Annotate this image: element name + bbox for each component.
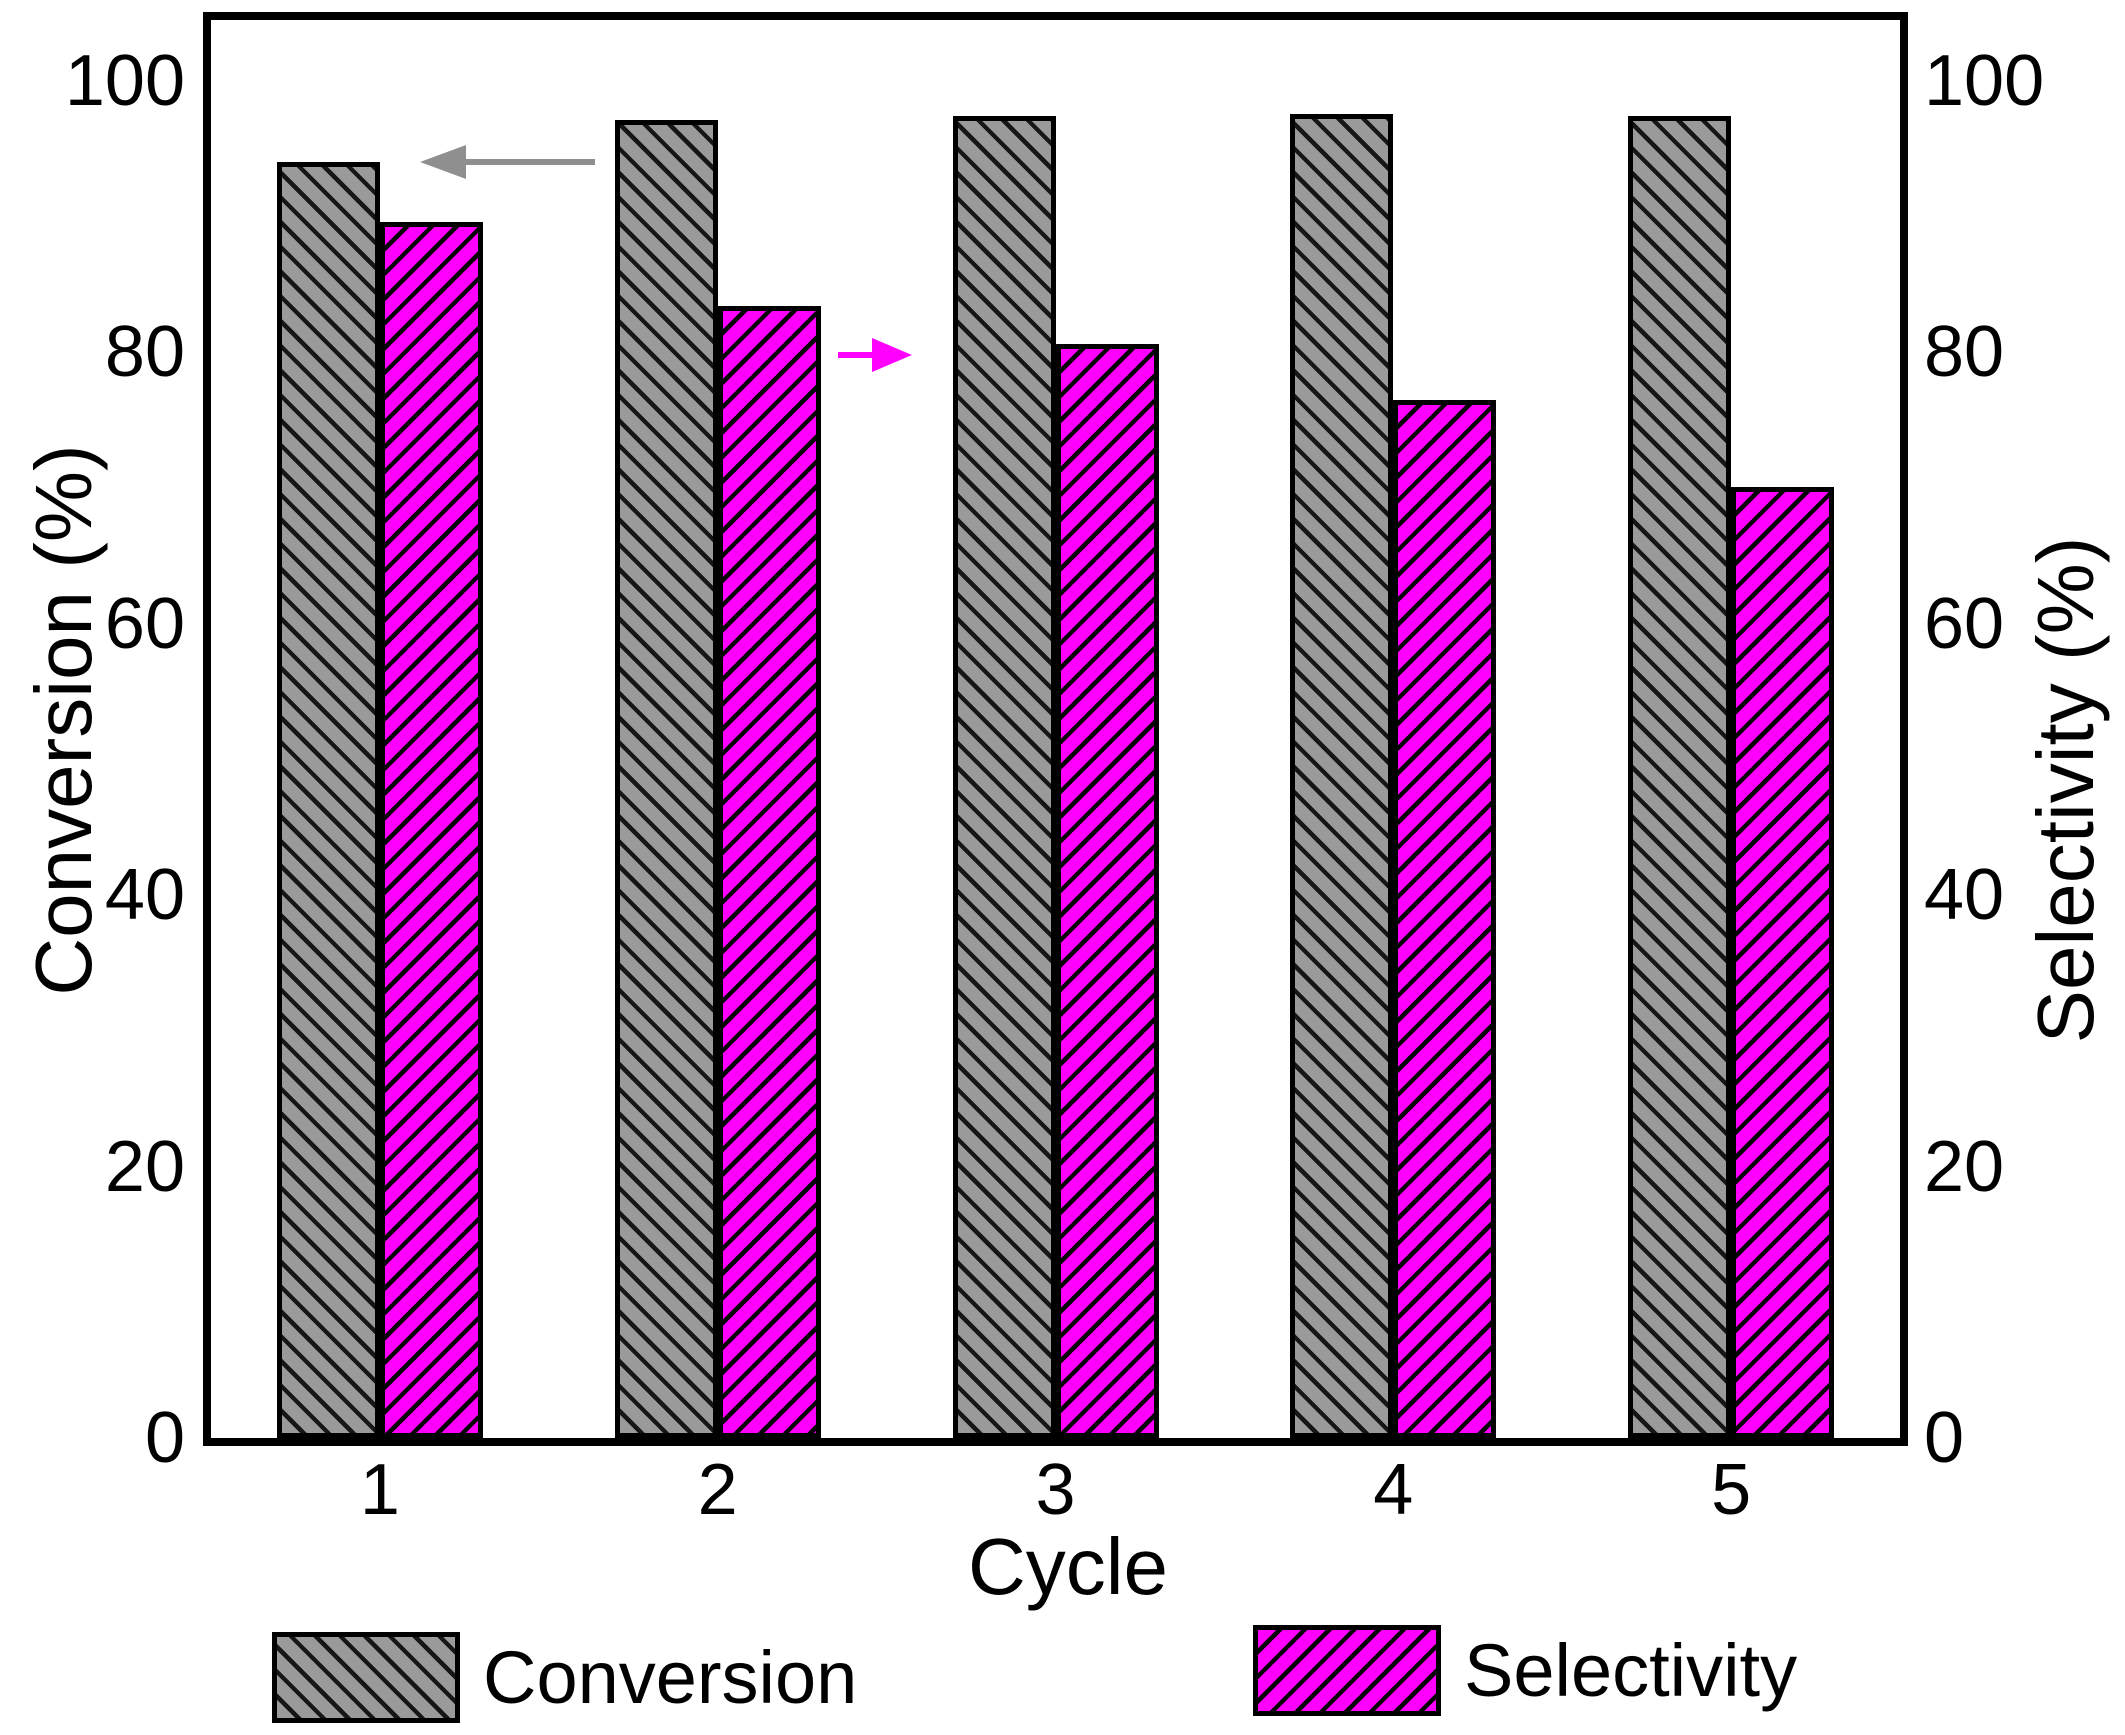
legend-label-selectivity: Selectivity	[1464, 1628, 1798, 1712]
y-tick-label-left-40: 40	[104, 855, 185, 936]
legend-swatch-conversion	[272, 1632, 460, 1723]
y-tick-label-right-100: 100	[1924, 41, 2045, 122]
plot-area: 1 2 3 4 5 0 20 40 60 80 100 0 20 40 60 80 100	[65, 12, 2044, 1526]
x-tick-label-4: 4	[1373, 1450, 1414, 1530]
legend-swatch-selectivity	[1253, 1625, 1441, 1716]
y-tick-label-left-60: 60	[104, 583, 185, 664]
y-axis-title-left: Conversion (%)	[19, 444, 108, 996]
conversion-arrow-left-icon	[420, 145, 466, 179]
y-tick-label-right-40: 40	[1924, 855, 2005, 936]
conversion-arrow-line	[460, 159, 595, 165]
selectivity-bar-cycle-4	[1393, 399, 1497, 1438]
x-tick-label-2: 2	[697, 1450, 738, 1530]
conversion-bar-cycle-3	[952, 116, 1056, 1438]
y-tick-label-left-20: 20	[104, 1126, 185, 1207]
selectivity-bar-cycle-2	[717, 306, 821, 1438]
y-tick-label-right-80: 80	[1924, 312, 2005, 393]
x-axis-title: Cycle	[967, 1522, 1169, 1611]
selectivity-arrow-line	[838, 352, 872, 358]
selectivity-bar-cycle-3	[1055, 344, 1159, 1438]
legend-label-conversion: Conversion	[483, 1635, 858, 1719]
selectivity-bar-cycle-5	[1731, 486, 1835, 1438]
x-tick-label-1: 1	[359, 1450, 400, 1530]
x-tick-label-5: 5	[1711, 1450, 1752, 1530]
conversion-bar-cycle-4	[1290, 113, 1394, 1438]
selectivity-bar-cycle-1	[379, 222, 483, 1438]
selectivity-arrow-right-icon	[872, 338, 912, 372]
plot-content: 1 2 3 4 5 0 20 40 60 80 100 0 20 40 60 80 100	[65, 20, 2044, 1526]
y-tick-label-left-100: 100	[64, 41, 185, 122]
y-tick-label-left-0: 0	[144, 1398, 185, 1478]
conversion-bar-cycle-1	[276, 162, 380, 1438]
y-tick-label-right-60: 60	[1924, 583, 2005, 664]
y-tick-label-right-20: 20	[1924, 1126, 2005, 1207]
y-tick-label-right-0: 0	[1924, 1398, 1965, 1478]
y-axis-title-right: Selectivity (%)	[2021, 536, 2110, 1044]
y-tick-label-left-80: 80	[104, 312, 185, 393]
conversion-bar-cycle-2	[614, 120, 718, 1438]
x-tick-label-3: 3	[1035, 1450, 1076, 1530]
conversion-bar-cycle-5	[1628, 116, 1732, 1438]
